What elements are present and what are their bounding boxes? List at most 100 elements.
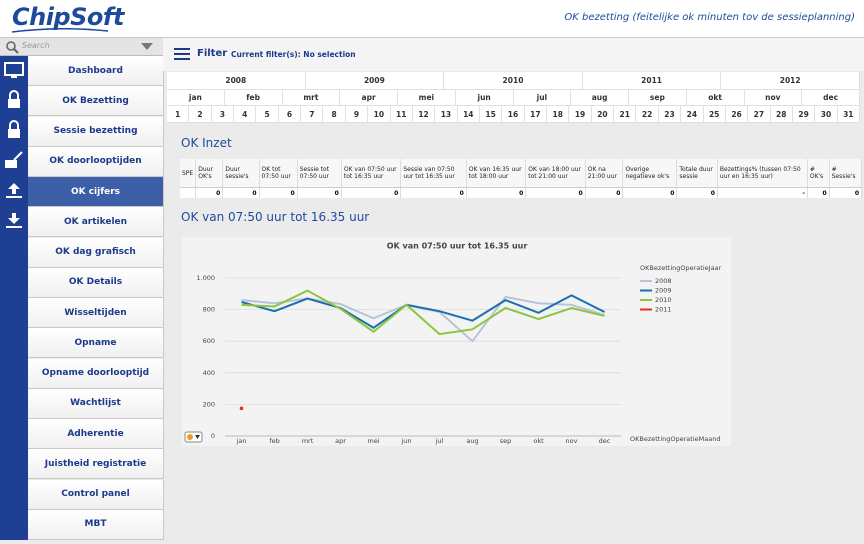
day-button[interactable]: 12 — [412, 106, 436, 123]
year-button[interactable]: 2010 — [444, 72, 583, 90]
menu-item[interactable]: Dashboard — [28, 56, 164, 86]
chart-menu-icon[interactable] — [184, 431, 203, 443]
day-button[interactable]: 14 — [457, 106, 480, 123]
current-filter: Current filter(s): No selection — [231, 50, 356, 59]
day-button[interactable]: 26 — [725, 106, 749, 123]
month-button[interactable]: mei — [398, 90, 456, 106]
column-header: OK van 07:50 uur tot 16:35 uur — [341, 159, 402, 188]
menu-item[interactable]: OK cijfers — [28, 177, 164, 207]
day-button[interactable]: 20 — [591, 106, 615, 123]
column-header: Sessie van 07:50 uur tot 16:35 uur — [400, 159, 467, 188]
month-button[interactable]: apr — [340, 90, 398, 106]
menu-item[interactable]: OK Details — [28, 267, 164, 298]
column-header: # Sessie's — [829, 159, 863, 188]
menu-item[interactable]: Wisseltijden — [28, 298, 164, 328]
cell: 0 — [222, 187, 260, 198]
month-button[interactable]: feb — [224, 90, 283, 106]
x-tick-label: mrt — [302, 437, 314, 445]
day-button[interactable]: 27 — [748, 106, 771, 123]
cell: 0 — [622, 187, 678, 198]
month-button[interactable]: okt — [686, 90, 745, 106]
day-button[interactable]: 9 — [345, 106, 369, 123]
ok-inzet-table: SPE Duur OK's Duur sessie's OK tot 07:50 uu… — [180, 159, 863, 198]
day-button[interactable]: 18 — [547, 106, 570, 123]
month-button[interactable]: jun — [455, 90, 514, 106]
y-tick-label: 0 — [211, 432, 215, 440]
day-button[interactable]: 5 — [256, 106, 279, 123]
day-button[interactable]: 1 — [167, 106, 190, 123]
x-tick-label: jul — [435, 437, 444, 445]
y-tick-label: 600 — [203, 337, 215, 345]
hamburger-icon[interactable] — [174, 48, 190, 60]
year-button[interactable]: 2008 — [167, 72, 306, 90]
day-button[interactable]: 24 — [681, 106, 704, 123]
chart: OK van 07:50 uur tot 16.35 uur OKBezetti… — [182, 237, 731, 446]
menu-item[interactable]: MBT — [28, 509, 164, 540]
logo[interactable]: ChipSoft — [12, 3, 124, 31]
day-button[interactable]: 6 — [278, 106, 302, 123]
day-button[interactable]: 8 — [323, 106, 346, 123]
year-button[interactable]: 2012 — [721, 72, 860, 90]
day-button[interactable]: 2 — [189, 106, 212, 123]
menu-item[interactable]: Control panel — [28, 479, 164, 510]
month-button[interactable]: mrt — [282, 90, 341, 106]
search-box[interactable]: Search — [0, 38, 163, 56]
day-button[interactable]: 31 — [837, 106, 860, 123]
day-button[interactable]: 7 — [301, 106, 324, 123]
day-button[interactable]: 22 — [636, 106, 659, 123]
month-button[interactable]: jan — [167, 90, 225, 106]
day-button[interactable]: 10 — [368, 106, 391, 123]
day-button[interactable]: 17 — [524, 106, 548, 123]
menu-item[interactable]: Juistheid registratie — [28, 449, 164, 480]
cell — [180, 187, 197, 198]
month-button[interactable]: nov — [744, 90, 803, 106]
menu-item[interactable]: Wachtlijst — [28, 388, 164, 419]
month-button[interactable]: dec — [802, 90, 860, 106]
menu-item[interactable]: OK artikelen — [28, 207, 164, 238]
menu-item[interactable]: Opname doorlooptijd — [28, 358, 164, 389]
app-title: OK bezetting (feitelijke ok minuten tov … — [564, 12, 855, 23]
menu-item[interactable]: Opname — [28, 328, 164, 359]
day-button[interactable]: 4 — [234, 106, 257, 123]
column-header: Totale duur sessie — [676, 159, 718, 188]
day-button[interactable]: 23 — [658, 106, 682, 123]
month-button[interactable]: sep — [629, 90, 687, 106]
section-title: OK Inzet — [181, 136, 232, 150]
y-tick-label: 400 — [203, 369, 215, 377]
lock-icon — [8, 120, 20, 138]
line — [241, 294, 605, 329]
month-button[interactable]: jul — [513, 90, 572, 106]
day-button[interactable]: 28 — [770, 106, 793, 123]
menu-item[interactable]: OK dag grafisch — [28, 237, 164, 268]
dropdown-arrow[interactable] — [141, 43, 153, 51]
search-placeholder: Search — [22, 41, 50, 50]
x-tick-label: nov — [566, 437, 578, 445]
day-button[interactable]: 29 — [792, 106, 816, 123]
section-title: OK van 07:50 uur tot 16.35 uur — [181, 210, 370, 224]
menu-item[interactable]: OK Bezetting — [28, 86, 164, 117]
day-button[interactable]: 13 — [435, 106, 458, 123]
day-button[interactable]: 30 — [815, 106, 838, 123]
x-tick-label: jun — [400, 437, 411, 445]
day-button[interactable]: 16 — [502, 106, 525, 123]
chart-title: OK van 07:50 uur tot 16.35 uur — [387, 242, 528, 251]
year-button[interactable]: 2011 — [582, 72, 722, 90]
day-button[interactable]: 25 — [703, 106, 726, 123]
day-button[interactable]: 3 — [211, 106, 235, 123]
day-button[interactable]: 21 — [614, 106, 637, 123]
point — [239, 406, 244, 411]
year-button[interactable]: 2009 — [305, 72, 445, 90]
menu-item[interactable]: Adherentie — [28, 419, 164, 449]
legend-label: 2010 — [655, 296, 672, 304]
filter-label[interactable]: Filter — [197, 48, 228, 59]
day-button[interactable]: 11 — [390, 106, 413, 123]
day-button[interactable]: 19 — [569, 106, 592, 123]
lock-icon — [8, 90, 20, 108]
header-row: SPE Duur OK's Duur sessie's OK tot 07:50 uu… — [180, 159, 863, 188]
menu-item[interactable]: OK doorlooptijden — [28, 146, 164, 177]
day-button[interactable]: 15 — [479, 106, 503, 123]
month-button[interactable]: aug — [571, 90, 629, 106]
date-selector: 2008 2009 2010 2011 2012 jan feb mrt apr mei jun ju… — [167, 72, 860, 123]
menu-item[interactable]: Sessie bezetting — [28, 116, 164, 147]
